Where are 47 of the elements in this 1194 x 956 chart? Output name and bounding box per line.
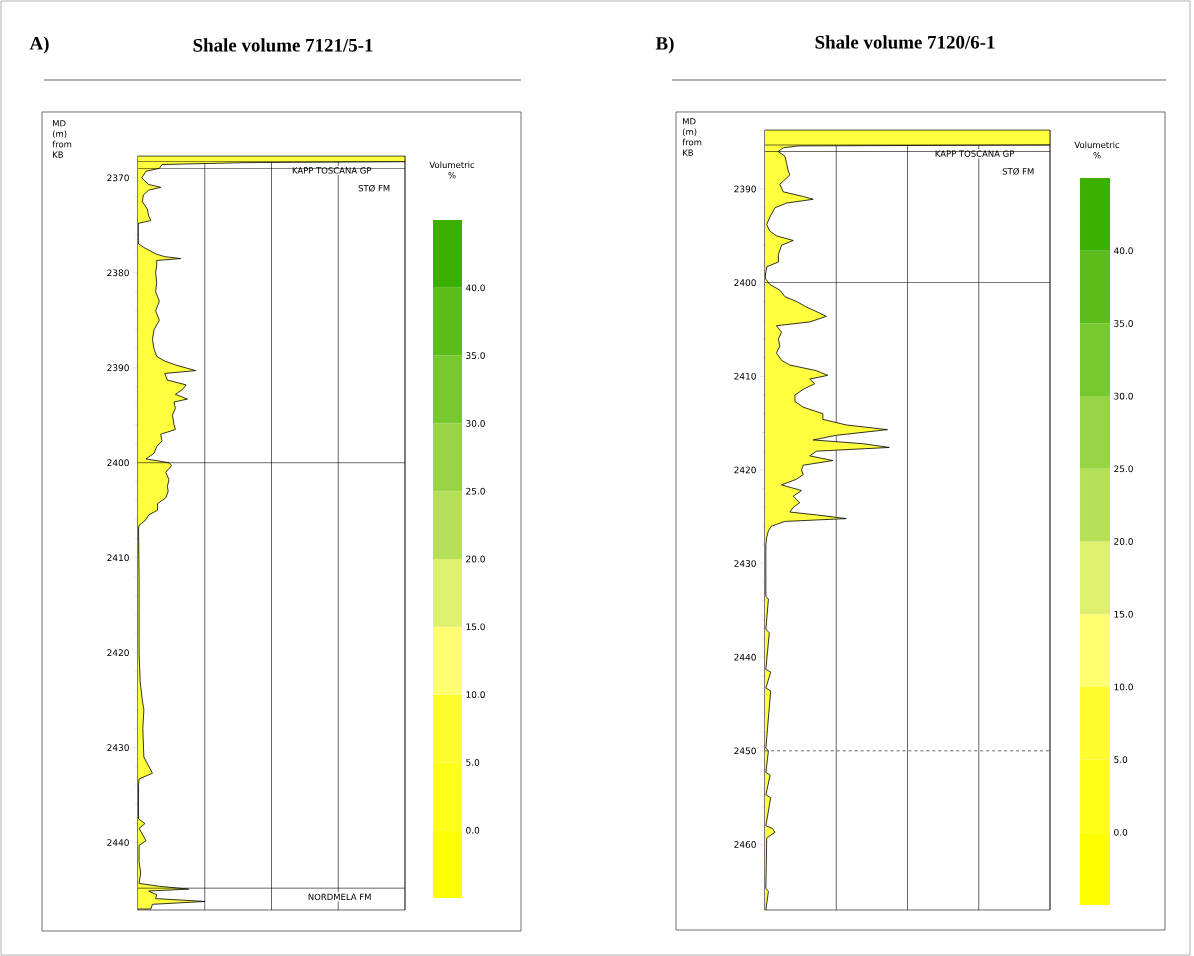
color-bar-label: 5.0 bbox=[1114, 756, 1128, 763]
ref-line-label: KAPP TOSCANA GP bbox=[935, 150, 1015, 157]
text: B) bbox=[655, 36, 674, 54]
color-bar-label: 15.0 bbox=[466, 623, 485, 631]
chart-title: Shale volume 7121/5-1 bbox=[193, 38, 373, 52]
y-tick-label: 2430 bbox=[107, 744, 129, 752]
ref-line-label: NORDMELA FM bbox=[308, 893, 371, 901]
color-bar-title: Volumetric % bbox=[1074, 141, 1120, 159]
y-tick-label: 2420 bbox=[734, 466, 756, 474]
color-bar-label: 40.0 bbox=[465, 284, 485, 292]
color-bar-label: 0.0 bbox=[1114, 828, 1128, 836]
color-bar-label: 10.0 bbox=[466, 691, 485, 698]
y-tick-label: 2410 bbox=[107, 554, 129, 562]
color-bar-label: 35.0 bbox=[1114, 320, 1133, 327]
y-tick-label: 2440 bbox=[734, 653, 756, 661]
color-bar-label: 30.0 bbox=[1114, 392, 1133, 400]
color-bar-label: 40.0 bbox=[1113, 247, 1133, 255]
y-tick-label: 2400 bbox=[107, 459, 129, 467]
y-tick-label: 2420 bbox=[107, 649, 129, 657]
color-bar-label: 15.0 bbox=[1114, 610, 1133, 618]
y-tick-label: 2460 bbox=[734, 841, 756, 848]
color-bar-label: 30.0 bbox=[466, 420, 485, 427]
color-bar-label: 0.0 bbox=[466, 826, 480, 834]
color-bar-title: Volumetric % bbox=[429, 161, 475, 179]
y-axis-title: MD (m) from KB bbox=[682, 118, 702, 156]
ref-line-label: KAPP TOSCANA GP bbox=[292, 167, 372, 174]
y-tick-label: 2410 bbox=[734, 372, 756, 380]
color-bar-label: 20.0 bbox=[1114, 538, 1133, 545]
color-bar-label: 5.0 bbox=[466, 759, 480, 766]
ref-line-label: STØ FM bbox=[358, 184, 390, 192]
color-bar-label: 35.0 bbox=[466, 352, 485, 359]
y-tick-label: 2400 bbox=[734, 279, 756, 287]
chart-title: Shale volume 7120/6-1 bbox=[815, 35, 995, 49]
ref-line-label: STØ FM bbox=[1002, 168, 1034, 175]
y-tick-label: 2440 bbox=[107, 839, 129, 846]
y-tick-label: 2390 bbox=[734, 185, 756, 193]
color-bar-label: 25.0 bbox=[466, 487, 485, 495]
color-bar-label: 25.0 bbox=[1114, 465, 1133, 473]
y-tick-label: 2370 bbox=[107, 174, 129, 182]
text: A) bbox=[29, 36, 49, 54]
y-tick-label: 2430 bbox=[734, 560, 756, 567]
y-axis-title: MD (m) from KB bbox=[52, 120, 72, 158]
y-tick-label: 2380 bbox=[107, 269, 129, 277]
y-tick-label: 2450 bbox=[734, 747, 756, 755]
y-tick-label: 2390 bbox=[107, 364, 129, 372]
color-bar-label: 20.0 bbox=[466, 555, 485, 563]
color-bar-label: 10.0 bbox=[1114, 683, 1133, 691]
